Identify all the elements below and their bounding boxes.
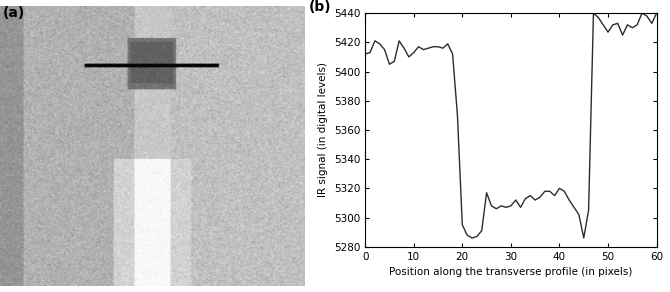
X-axis label: Position along the transverse profile (in pixels): Position along the transverse profile (i… (389, 267, 632, 277)
Text: (b): (b) (308, 0, 331, 14)
Y-axis label: IR signal (in digital levels): IR signal (in digital levels) (318, 62, 328, 197)
Text: (a): (a) (3, 6, 25, 20)
